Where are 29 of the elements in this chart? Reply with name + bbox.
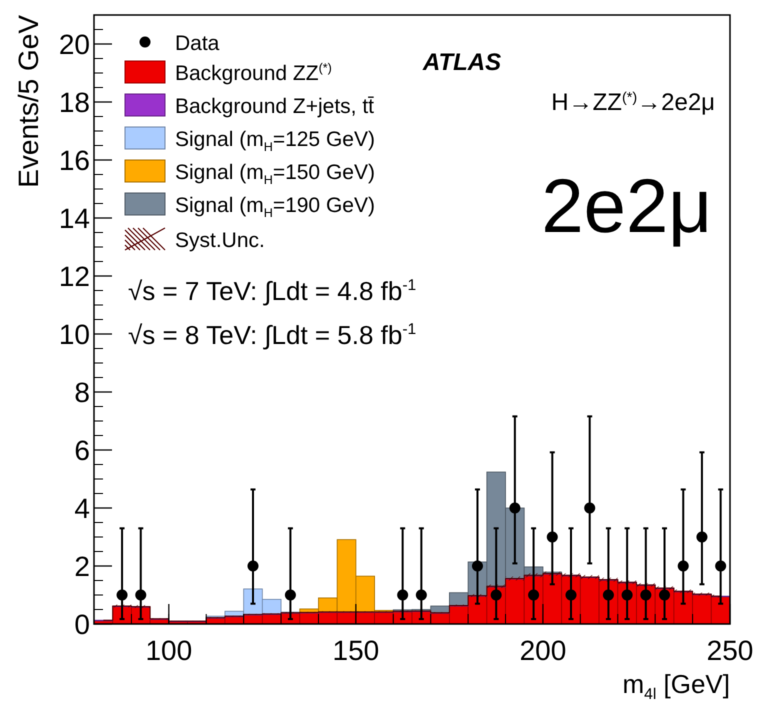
y-tick-label: 6 xyxy=(74,435,90,466)
legend-label: Signal (m$_{H}$=150 GeV) xyxy=(175,161,375,187)
legend-label: Signal (m$_{H}$=125 GeV) xyxy=(175,128,375,154)
y-tick-label: 4 xyxy=(74,493,90,524)
annotation: √s = 7 TeV: ∫Ldt = 4.8 fb$^{-1}$ xyxy=(128,276,416,306)
y-tick-label: 18 xyxy=(58,87,90,118)
legend-label: Background ZZ$^{(*)}$ xyxy=(175,61,332,85)
y-axis-title: Events/5 GeV xyxy=(13,14,44,188)
y-tick-label: 16 xyxy=(58,145,90,176)
y-tick-label: 10 xyxy=(58,319,90,350)
y-tick-label: 20 xyxy=(58,29,90,60)
y-tick-label: 12 xyxy=(58,261,90,292)
annotation: √s = 8 TeV: ∫Ldt = 5.8 fb$^{-1}$ xyxy=(128,320,416,350)
annotation: 2e2μ xyxy=(541,164,712,249)
annotation: H→ZZ$^{(*)}$→2e2μ xyxy=(551,89,715,116)
x-tick-label: 100 xyxy=(145,635,192,666)
x-tick-label: 200 xyxy=(520,635,566,666)
x-axis-title: m$_{4l}$ [GeV] xyxy=(622,669,730,701)
legend-label: Signal (m$_{H}$=190 GeV) xyxy=(175,194,375,220)
y-tick-label: 2 xyxy=(74,551,90,582)
legend-label: Data xyxy=(175,32,220,55)
y-tick-label: 14 xyxy=(58,203,90,234)
legend-label: Background Z+jets, tt̄ xyxy=(175,95,374,118)
y-tick-label: 8 xyxy=(74,377,90,408)
x-tick-label: 250 xyxy=(706,635,754,666)
legend-label: Syst.Unc. xyxy=(175,229,265,252)
annotation: ATLAS xyxy=(422,49,502,76)
x-tick-label: 150 xyxy=(332,635,380,666)
y-tick-label: 0 xyxy=(74,609,90,640)
